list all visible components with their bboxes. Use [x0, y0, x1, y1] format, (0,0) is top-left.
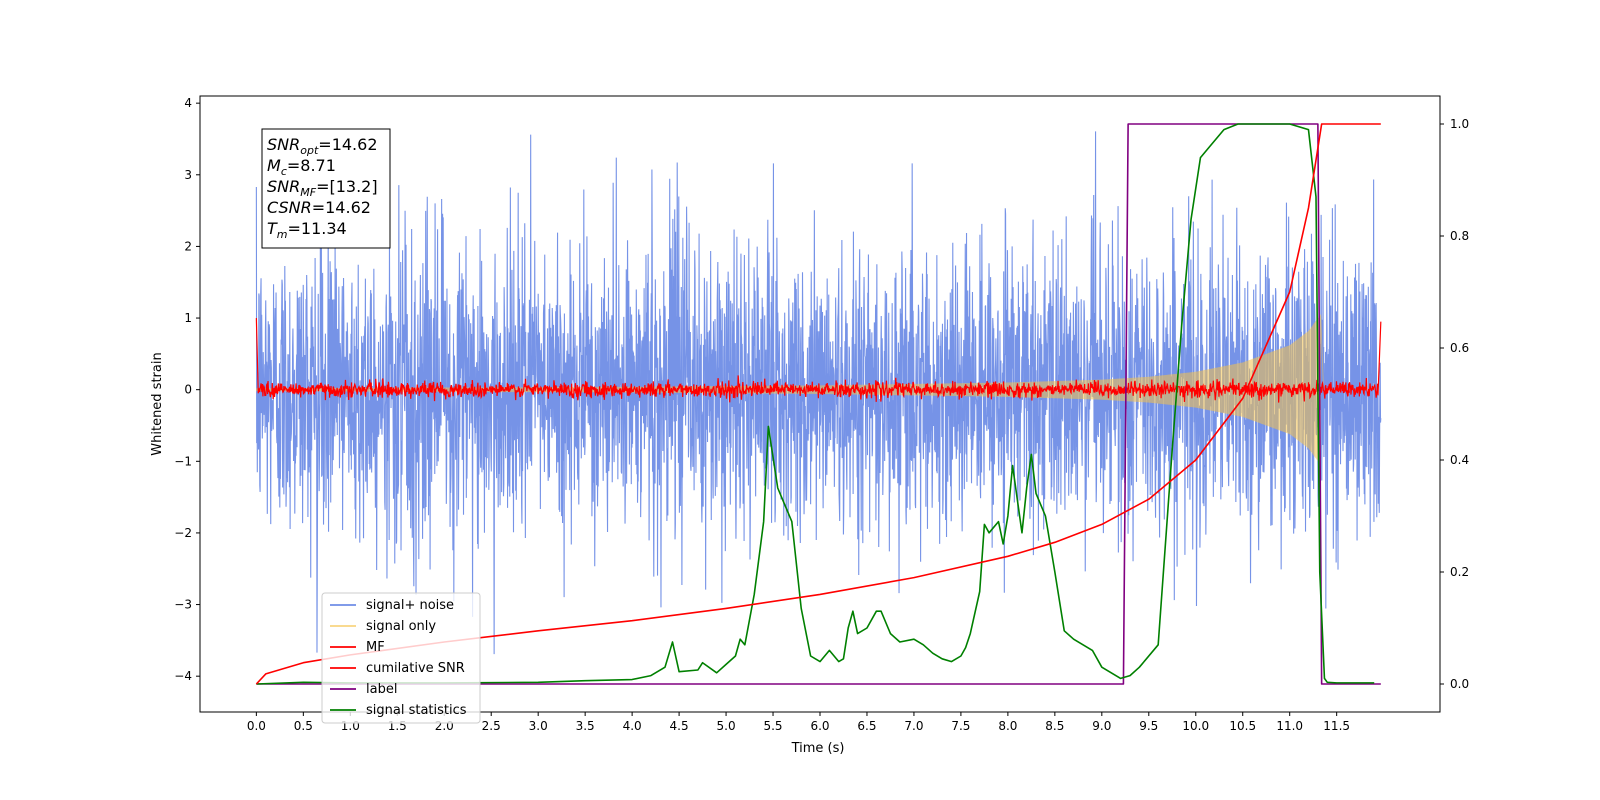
- series-signal-noise: [255, 131, 1382, 655]
- annotation-line: Tm=11.34: [267, 219, 347, 241]
- annotation-line: Mc=8.71: [267, 156, 336, 178]
- label-line: [256, 123, 1381, 685]
- x-tick-label: 5.0: [717, 719, 736, 733]
- x-tick-label: 6.5: [857, 719, 876, 733]
- legend: signal+ noise signal only MF cumilative SNR…: [321, 592, 481, 724]
- x-tick-label: 10.5: [1229, 719, 1256, 733]
- x-tick-label: 9.5: [1139, 719, 1158, 733]
- y-right-tick-label: 0.4: [1450, 453, 1469, 467]
- legend-label: cumilative SNR: [366, 661, 465, 676]
- y-axis-right: 1.0 0.8 0.6 0.4 0.2 0.0: [1440, 117, 1469, 691]
- annotation-box: SNRopt=14.62Mc=8.71SNRMF=[13.2]CSNR=14.6…: [261, 128, 391, 249]
- x-tick-label: 5.5: [763, 719, 782, 733]
- annotation-line: CSNR=14.62: [267, 198, 371, 217]
- x-tick-label: 0.5: [294, 719, 313, 733]
- x-tick-label: 10.0: [1182, 719, 1209, 733]
- legend-label: signal only: [366, 619, 436, 634]
- annotation-line: SNRopt=14.62: [267, 135, 378, 157]
- y-axis-label: Whitened strain: [150, 352, 165, 455]
- x-tick-label: 11.5: [1323, 719, 1350, 733]
- x-axis-label: Time (s): [791, 741, 845, 756]
- x-tick-label: 2.5: [482, 719, 501, 733]
- x-tick-label: 4.5: [670, 719, 689, 733]
- y-left-tick-label: −1: [174, 454, 192, 468]
- x-tick-label: 7.5: [951, 719, 970, 733]
- legend-label: label: [366, 682, 397, 697]
- mf-line: [255, 318, 1382, 403]
- y-right-tick-label: 0.2: [1450, 565, 1469, 579]
- x-tick-label: 3.5: [576, 719, 595, 733]
- x-tick-label: 9.0: [1092, 719, 1111, 733]
- legend-label: signal+ noise: [366, 598, 454, 613]
- x-tick-label: 8.0: [998, 719, 1017, 733]
- y-left-tick-label: 1: [184, 311, 192, 325]
- y-left-tick-label: −4: [174, 669, 192, 683]
- x-tick-label: 4.0: [623, 719, 642, 733]
- annotation-frame: [261, 128, 391, 249]
- y-right-tick-label: 0.8: [1450, 229, 1469, 243]
- x-tick-label: 7.0: [904, 719, 923, 733]
- y-axis-left: 4 3 2 1 0 −1 −2 −3 −4: [174, 96, 200, 683]
- legend-frame: [321, 592, 481, 724]
- y-left-tick-label: 4: [184, 96, 192, 110]
- x-tick-label: 11.0: [1276, 719, 1303, 733]
- legend-label: signal statistics: [366, 703, 467, 718]
- signal-noise-line: [255, 131, 1382, 655]
- y-left-tick-label: 0: [184, 383, 192, 397]
- signal-statistics-line: [256, 123, 1375, 685]
- y-right-tick-label: 1.0: [1450, 117, 1469, 131]
- y-left-tick-label: 2: [184, 239, 192, 253]
- y-left-tick-label: −3: [174, 598, 192, 612]
- annotation-line: SNRMF=[13.2]: [267, 177, 378, 199]
- x-tick-label: 3.0: [529, 719, 548, 733]
- y-left-tick-label: −2: [174, 526, 192, 540]
- x-tick-label: 0.0: [247, 719, 266, 733]
- y-right-tick-label: 0.0: [1450, 677, 1469, 691]
- legend-label: MF: [366, 640, 385, 655]
- x-tick-label: 8.5: [1045, 719, 1064, 733]
- series-mf: [255, 318, 1382, 403]
- y-left-tick-label: 3: [184, 168, 192, 182]
- y-right-tick-label: 0.6: [1450, 341, 1469, 355]
- x-tick-label: 6.0: [810, 719, 829, 733]
